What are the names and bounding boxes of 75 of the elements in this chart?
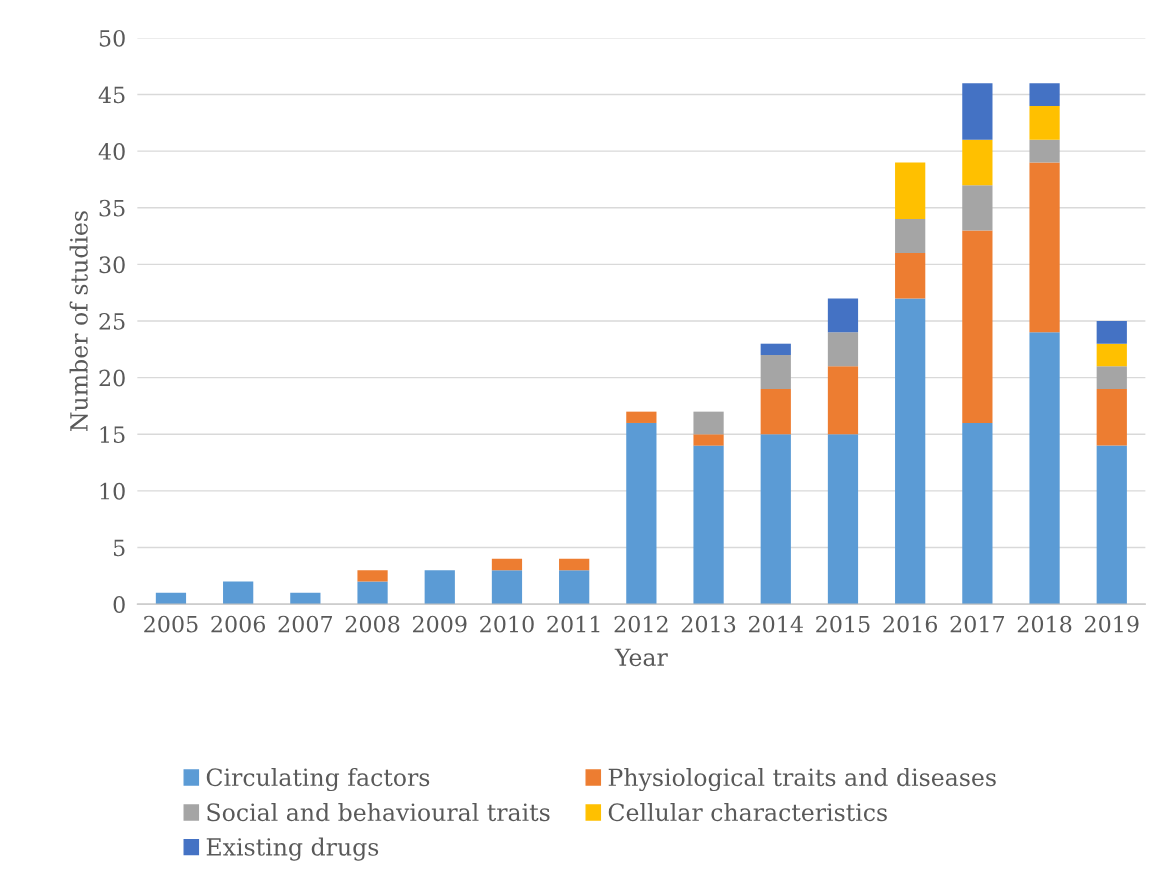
bar	[760, 389, 791, 435]
y-axis-title: Number of studies	[69, 211, 88, 431]
bar	[962, 139, 993, 186]
bar	[760, 434, 791, 605]
bar	[895, 298, 926, 605]
x-tick-label: 2014	[749, 615, 803, 633]
bar	[1029, 105, 1060, 140]
y-tick-label: 45	[98, 86, 125, 104]
bar	[1096, 366, 1127, 389]
y-tick-label: 35	[99, 199, 125, 217]
y-tick-label: 10	[100, 482, 125, 500]
bar	[223, 581, 254, 605]
y-tick-label: 0	[113, 596, 125, 613]
y-tick-label: 20	[99, 369, 125, 387]
y-tick-label: 50	[99, 29, 125, 47]
x-tick-label: 2009	[412, 615, 467, 633]
bar	[1096, 445, 1127, 605]
bar	[491, 558, 523, 571]
x-tick-label: 2017	[950, 615, 1005, 633]
bar	[827, 298, 859, 333]
bar	[1096, 343, 1127, 367]
bar	[424, 570, 455, 605]
x-tick-label: 2013	[681, 615, 736, 633]
bar	[962, 83, 993, 140]
x-tick-label: 2010	[480, 615, 534, 633]
x-tick-label: 2011	[547, 615, 600, 633]
x-tick-label: 2005	[144, 615, 198, 633]
bar	[559, 558, 590, 571]
bar	[1029, 139, 1060, 163]
bar	[962, 185, 993, 231]
x-tick-label: 2016	[883, 615, 938, 633]
legend-label: Physiological traits and diseases	[608, 767, 996, 792]
legend-label: Existing drugs	[206, 837, 379, 861]
bar	[1029, 332, 1060, 605]
x-axis-title: Year	[614, 648, 668, 667]
y-tick-label: 25	[99, 313, 125, 330]
bar	[760, 343, 791, 356]
legend-label: Social and behavioural traits	[207, 802, 550, 822]
bar	[1029, 83, 1060, 106]
bar	[962, 422, 993, 605]
bar	[1096, 389, 1127, 446]
bar	[827, 332, 859, 367]
y-tick-label: 15	[100, 426, 125, 444]
bar	[760, 355, 791, 389]
x-tick-label: 2008	[345, 615, 400, 633]
bar	[559, 570, 590, 605]
bar	[827, 434, 859, 605]
x-tick-label: 2015	[816, 615, 870, 633]
bar	[895, 219, 926, 254]
x-tick-label: 2019	[1085, 615, 1139, 633]
bar	[626, 422, 657, 605]
y-tick-label: 30	[99, 256, 125, 274]
bar	[827, 366, 859, 435]
legend-label: Cellular characteristics	[608, 802, 887, 822]
bar	[693, 411, 724, 435]
y-tick-label: 40	[98, 143, 125, 160]
bar	[693, 445, 724, 605]
y-tick-label: 5	[113, 539, 125, 557]
bar	[962, 230, 993, 423]
x-tick-label: 2012	[614, 615, 668, 633]
bar	[491, 570, 523, 605]
bar	[693, 434, 724, 446]
x-tick-label: 2006	[211, 615, 266, 633]
x-tick-label: 2007	[278, 615, 333, 633]
bar	[626, 411, 657, 423]
x-tick-label: 2018	[1017, 615, 1072, 633]
bar	[357, 581, 388, 605]
bar	[1096, 321, 1127, 344]
bar	[1029, 162, 1060, 333]
bar	[895, 162, 926, 220]
bar	[290, 592, 321, 605]
bar	[155, 592, 187, 605]
legend-label: Circulating factors	[206, 767, 430, 792]
bar	[895, 253, 926, 299]
bar	[357, 570, 388, 582]
